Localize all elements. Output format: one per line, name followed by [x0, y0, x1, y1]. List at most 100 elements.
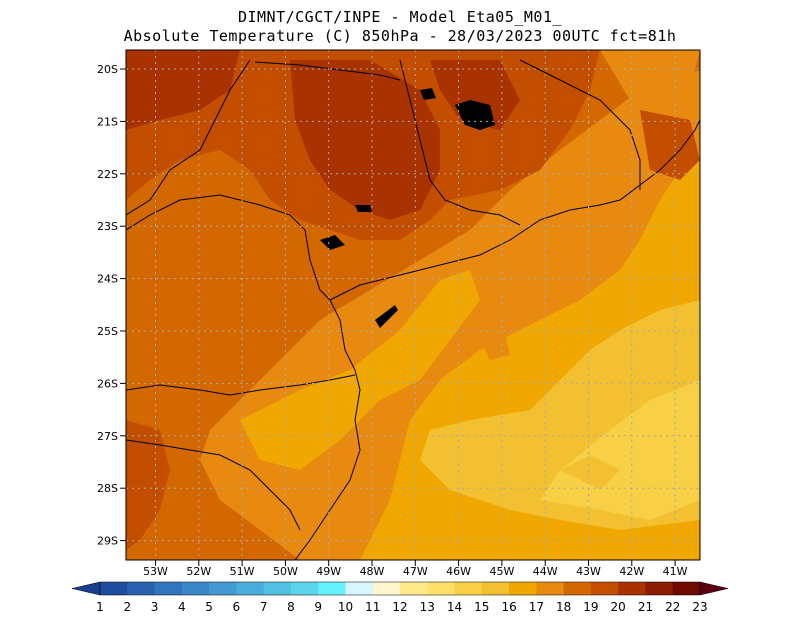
lon-label: 51W	[230, 565, 255, 578]
colorbar-label: 15	[474, 600, 489, 614]
colorbar-segment	[618, 582, 646, 595]
colorbar-label: 16	[501, 600, 516, 614]
colorbar-max-arrow	[699, 581, 729, 596]
field-band-19-west	[126, 220, 230, 400]
field-patch-16	[560, 455, 620, 490]
lat-label: 27S	[97, 430, 118, 443]
lon-label: 44W	[533, 565, 558, 578]
colorbar-segment	[236, 582, 265, 595]
lat-label: 26S	[97, 377, 118, 390]
colorbar-label: 14	[447, 600, 462, 614]
coastline-south	[294, 299, 361, 560]
colorbar-labels: 1 2 3 4 5 6 7 8 9 10 11 12 13 14 15 16 17 18 19 20 21 22 23	[96, 600, 707, 614]
colorbar-segment	[590, 582, 619, 595]
colorbar-label: 9	[314, 600, 322, 614]
colorbar-segment	[100, 582, 128, 595]
lat-label: 25S	[97, 325, 118, 338]
graticule	[120, 50, 700, 566]
colorbar-segment	[127, 582, 156, 595]
state-border-6	[519, 59, 641, 190]
lat-label: 24S	[97, 273, 118, 286]
field-patch-18	[480, 335, 510, 360]
lon-label: 47W	[403, 565, 428, 578]
colorbar-segment	[263, 582, 292, 595]
lon-label: 45W	[489, 565, 514, 578]
colorbar-segment	[290, 582, 319, 595]
coastline-east	[329, 119, 700, 301]
lat-label: 20S	[97, 63, 118, 76]
colorbar-label: 18	[556, 600, 571, 614]
colorbar-segment	[563, 582, 592, 595]
lon-label: 53W	[143, 565, 168, 578]
latitude-labels: 20S 21S 22S 23S 24S 25S 26S 27S 28S 29S	[97, 63, 118, 548]
colorbar-min-arrow	[71, 581, 101, 596]
colorbar-segment	[509, 582, 537, 595]
state-border-5	[399, 59, 521, 226]
colorbar-label: 4	[178, 600, 186, 614]
colorbar-label: 2	[123, 600, 131, 614]
lake-4	[420, 88, 436, 100]
colorbar-segment	[372, 582, 401, 595]
lake-3	[355, 205, 372, 212]
colorbar-segment	[672, 582, 701, 595]
field-band-17-west	[240, 270, 480, 470]
colorbar-segment	[345, 582, 374, 595]
colorbar-label: 1	[96, 600, 104, 614]
field-band-20-east	[640, 110, 700, 180]
state-border-2	[126, 59, 251, 216]
colorbar-label: 10	[338, 600, 353, 614]
colorbar-segment	[454, 582, 483, 595]
lon-label: 42W	[619, 565, 644, 578]
colorbar-segment	[645, 582, 674, 595]
lat-label: 21S	[97, 115, 118, 128]
colorbar-label: 23	[692, 600, 707, 614]
lat-label: 23S	[97, 220, 118, 233]
colorbar-label: 3	[151, 600, 159, 614]
lon-label: 43W	[576, 565, 601, 578]
lon-label: 49W	[316, 565, 341, 578]
colorbar-label: 20	[611, 600, 626, 614]
colorbar-frame	[99, 581, 701, 596]
lon-label: 48W	[360, 565, 385, 578]
colorbar-segment	[400, 582, 428, 595]
lake-2	[320, 235, 345, 250]
colorbar-segment	[481, 582, 510, 595]
lakes	[320, 88, 495, 328]
longitude-labels: 53W 52W 51W 50W 49W 48W 47W 46W 45W 44W 43W 42W 41W	[143, 565, 688, 578]
field-band-15	[540, 380, 700, 520]
state-border-3	[126, 374, 356, 396]
colorbar-label: 22	[665, 600, 680, 614]
lat-label: 29S	[97, 535, 118, 548]
title-line-2: Absolute Temperature (C) 850hPa - 28/03/…	[123, 27, 677, 45]
colorbar-label: 6	[233, 600, 241, 614]
field-band-20-southwest	[126, 420, 170, 550]
colorbar-segment	[181, 582, 210, 595]
colorbar-label: 13	[420, 600, 435, 614]
colorbar-label: 11	[365, 600, 380, 614]
temperature-field	[126, 50, 700, 560]
title-line-1: DIMNT/CGCT/INPE - Model Eta05_M01_	[237, 8, 563, 26]
colorbar-label: 7	[260, 600, 268, 614]
state-border-1	[126, 194, 331, 301]
lat-label: 28S	[97, 482, 118, 495]
colorbar-label: 12	[392, 600, 407, 614]
colorbar-label: 17	[529, 600, 544, 614]
colorbar-segment	[209, 582, 237, 595]
field-band-18-northeast	[600, 50, 700, 110]
colorbar-segment	[154, 582, 183, 595]
colorbar-segment	[536, 582, 565, 595]
state-border-4	[126, 439, 301, 531]
colorbar	[71, 581, 729, 596]
map-frame	[125, 49, 701, 561]
lat-label: 22S	[97, 168, 118, 181]
field-band-21-northwest	[126, 50, 240, 130]
colorbar-segment	[318, 582, 346, 595]
lon-label: 50W	[273, 565, 298, 578]
colorbar-label: 8	[287, 600, 295, 614]
colorbar-label: 19	[583, 600, 598, 614]
colorbar-label: 5	[205, 600, 213, 614]
field-band-21-north	[430, 60, 520, 130]
lon-label: 46W	[446, 565, 471, 578]
lake-1	[455, 100, 495, 130]
